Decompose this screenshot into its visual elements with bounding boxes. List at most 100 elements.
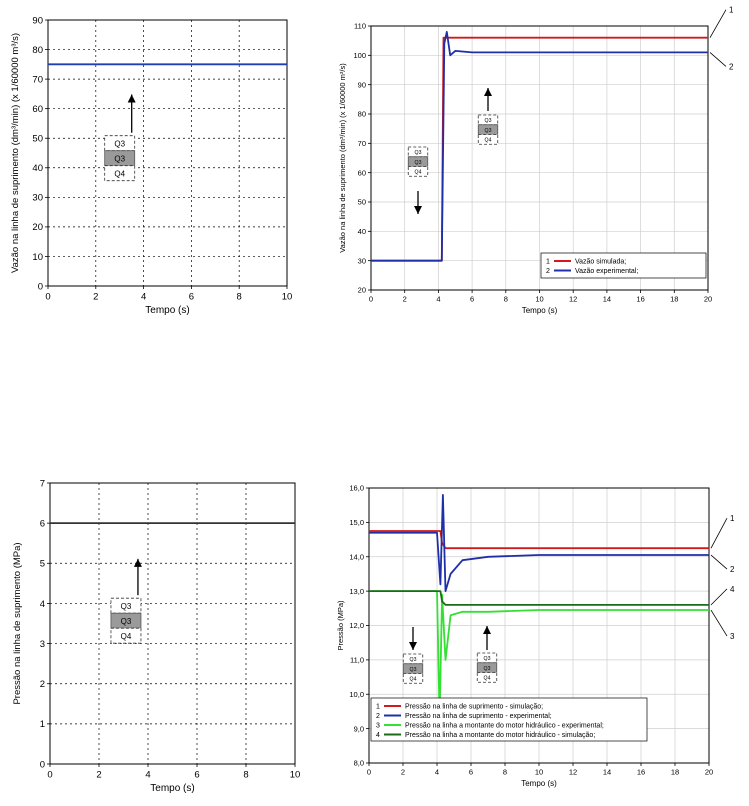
plot-area (50, 483, 295, 764)
x-tick-label: 2 (93, 292, 98, 303)
y-tick-label: 20 (32, 222, 43, 233)
x-axis-label: Tempo (s) (522, 306, 558, 315)
valve-label: Q3 (415, 160, 422, 166)
y-tick-label: 9,0 (354, 724, 364, 733)
legend-number: 3 (376, 723, 380, 730)
x-tick-label: 0 (45, 292, 50, 303)
x-tick-label: 2 (403, 295, 407, 304)
y-tick-label: 14,0 (349, 552, 364, 561)
y-tick-label: 7 (40, 478, 45, 489)
x-tick-label: 10 (535, 768, 543, 777)
x-tick-label: 10 (282, 292, 293, 303)
legend-label: Pressão na linha a montante do motor hid… (405, 723, 604, 730)
x-tick-label: 0 (369, 295, 373, 304)
callout-line (710, 588, 728, 606)
y-tick-label: 50 (358, 198, 366, 207)
x-tick-label: 12 (569, 768, 577, 777)
y-tick-label: 80 (32, 45, 43, 56)
legend-number: 4 (376, 732, 380, 739)
y-tick-label: 13,0 (349, 587, 364, 596)
x-tick-label: 2 (96, 770, 101, 781)
y-axis-label: Pressão (MPa) (336, 600, 345, 651)
y-tick-label: 15,0 (349, 518, 364, 527)
x-tick-label: 20 (705, 768, 713, 777)
x-tick-label: 0 (367, 768, 371, 777)
arrow-head (484, 88, 492, 96)
valve-label: Q4 (415, 170, 422, 176)
curve-number: 1 (730, 514, 735, 523)
curve-number: 4 (730, 585, 735, 594)
y-axis-label: Vazão na linha de suprimento (dm³/min) (… (10, 33, 21, 273)
valve-label: Q4 (484, 676, 491, 682)
x-tick-label: 8 (503, 768, 507, 777)
x-tick-label: 0 (47, 770, 52, 781)
callout-line (710, 609, 728, 637)
arrow-head (409, 642, 417, 650)
legend-label: Vazão simulada; (575, 259, 626, 266)
legend-number: 1 (546, 259, 550, 266)
callout-line (710, 554, 728, 570)
y-tick-label: 40 (358, 227, 366, 236)
y-tick-label: 10,0 (349, 690, 364, 699)
x-tick-label: 8 (237, 292, 242, 303)
callout-line (710, 517, 728, 549)
curve-number: 2 (730, 565, 735, 574)
valve-label: Q3 (415, 150, 422, 156)
arrow-head (133, 558, 142, 567)
valve-label: Q3 (410, 657, 417, 663)
legend-number: 2 (546, 268, 550, 275)
valve-box (402, 653, 424, 665)
x-tick-label: 14 (603, 768, 611, 777)
curve-number: 1 (729, 6, 734, 15)
valve-label: Q3 (484, 656, 491, 662)
x-tick-label: 18 (671, 768, 679, 777)
x-tick-label: 12 (569, 295, 577, 304)
y-tick-label: 3 (40, 639, 45, 650)
y-tick-label: 30 (32, 193, 43, 204)
plot-frame (49, 482, 296, 765)
series-line-2 (369, 493, 709, 592)
curve-number: 3 (730, 632, 735, 641)
x-tick-label: 6 (194, 770, 199, 781)
y-axis-label: Pressão na linha de suprimento (MPa) (12, 542, 23, 704)
chart-4: 0 2 4 6 8 10 12 14 16 18 208,09,010,011,012,013,01… (336, 484, 735, 788)
y-tick-label: 70 (32, 74, 43, 85)
callout-line (709, 9, 727, 38)
plot-area (48, 20, 287, 286)
y-tick-label: 110 (354, 22, 366, 31)
valve-box (477, 114, 499, 126)
x-tick-label: 4 (145, 770, 150, 781)
x-tick-label: 4 (436, 295, 440, 304)
legend-label: Pressão na linha de suprimento - experim… (405, 713, 552, 720)
valve-label: Q3 (114, 140, 125, 149)
x-tick-label: 16 (636, 295, 644, 304)
x-axis-label: Tempo (s) (150, 783, 194, 794)
x-axis-label: Tempo (s) (521, 779, 557, 788)
x-tick-label: 10 (290, 770, 301, 781)
y-tick-label: 8,0 (354, 759, 364, 768)
y-tick-label: 60 (32, 104, 43, 115)
legend-label: Pressão na linha de suprimento - simulaç… (405, 704, 543, 711)
y-axis-label: Vazão na linha de suprimento (dm³/min) (… (338, 63, 347, 253)
y-tick-label: 90 (358, 80, 366, 89)
legend-number: 2 (376, 713, 380, 720)
valve-box (110, 627, 142, 644)
valve-label: Q4 (121, 632, 132, 641)
x-tick-label: 14 (603, 295, 611, 304)
chart-1: 0 2 4 6 8 10 0 10 20 30 40 50 60 70 80 90 Tempo (s) Vazão… (10, 15, 292, 316)
valve-label: Q3 (485, 128, 492, 134)
y-tick-label: 11,0 (350, 656, 364, 665)
x-tick-label: 6 (469, 768, 473, 777)
arrow-head (414, 206, 422, 214)
valve-box (407, 166, 429, 177)
legend-number: 1 (376, 704, 380, 711)
valve-label: Q4 (410, 677, 417, 683)
y-tick-label: 90 (32, 15, 43, 26)
y-tick-label: 0 (40, 759, 45, 770)
valve-box (402, 673, 424, 684)
x-tick-label: 2 (401, 768, 405, 777)
valve-box (477, 134, 499, 145)
y-tick-label: 80 (358, 110, 366, 119)
